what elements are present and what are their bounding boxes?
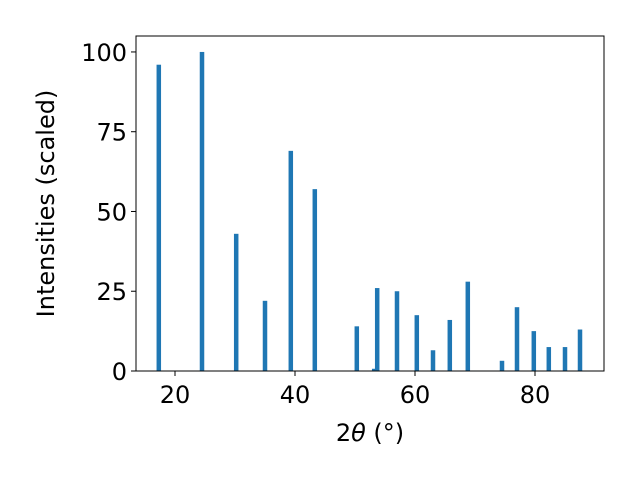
bar-18 <box>562 347 568 371</box>
bar-13 <box>465 281 471 371</box>
bars-group <box>156 51 583 372</box>
y-ticks: 0 25 50 75 100 <box>81 39 136 386</box>
x-axis-label: 2θ (°) <box>336 419 404 447</box>
bar-11 <box>430 350 436 371</box>
x-tick-label-2: 60 <box>400 381 431 409</box>
y-tick-label-4: 100 <box>81 39 127 67</box>
bar-19 <box>577 329 583 371</box>
bar-2 <box>233 233 239 371</box>
bar-14 <box>499 360 505 371</box>
y-axis-label: Intensities (scaled) <box>32 90 60 318</box>
x-tick-label-1: 40 <box>280 381 311 409</box>
x-axis-label-prefix: 2 <box>336 419 351 447</box>
bar-4 <box>288 150 294 371</box>
bar-9 <box>394 291 400 371</box>
bar-1 <box>199 51 205 371</box>
x-tick-label-3: 80 <box>520 381 551 409</box>
y-tick-label-0: 0 <box>112 358 127 386</box>
bar-5 <box>312 189 318 371</box>
bar-15 <box>514 307 520 371</box>
bar-7 <box>371 368 377 371</box>
bar-6 <box>354 326 360 371</box>
bar-16 <box>531 331 537 371</box>
bar-17 <box>546 347 552 371</box>
bar-10 <box>414 315 420 371</box>
x-tick-label-0: 20 <box>160 381 191 409</box>
y-tick-label-1: 25 <box>96 278 127 306</box>
bar-3 <box>262 300 268 371</box>
x-axis-label-theta: θ <box>351 419 366 447</box>
bar-0 <box>156 64 162 372</box>
y-tick-label-2: 50 <box>96 198 127 226</box>
x-ticks: 20 40 60 80 <box>160 371 551 409</box>
bar-12 <box>447 319 453 371</box>
x-axis-label-unit: (°) <box>366 419 404 447</box>
plot-frame <box>135 35 605 372</box>
bar-8 <box>374 288 380 371</box>
y-tick-label-3: 75 <box>96 119 127 147</box>
